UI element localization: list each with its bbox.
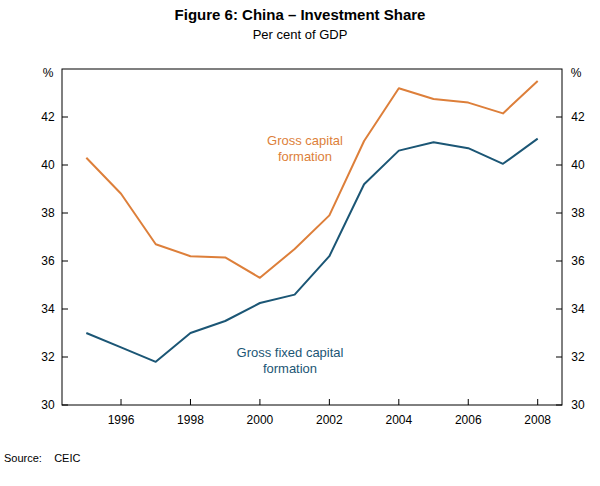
plot-frame	[62, 69, 562, 405]
y-tick-label: 38	[41, 206, 55, 220]
y-tick	[62, 309, 68, 310]
y2-axis-label: %	[571, 66, 582, 80]
series-label-line: Gross fixed capital	[237, 345, 344, 360]
y-tick-label: 32	[41, 350, 55, 364]
x-tick-label: 1996	[108, 413, 135, 427]
x-tick	[121, 399, 122, 405]
x-tick-label: 2008	[524, 413, 551, 427]
x-tick	[537, 399, 538, 405]
x-tick-label: 2006	[455, 413, 482, 427]
y-tick	[62, 165, 68, 166]
y2-tick-label: 36	[571, 254, 585, 268]
x-tick-label: 2000	[247, 413, 274, 427]
source: Source: CEIC	[4, 452, 80, 464]
y2-tick	[556, 405, 562, 406]
y-tick-label: 30	[41, 398, 55, 412]
subtitle: Per cent of GDP	[253, 27, 348, 42]
series-label-line: formation	[278, 149, 332, 164]
x-tick	[190, 399, 191, 405]
y2-tick	[556, 261, 562, 262]
y2-tick-label: 38	[571, 206, 585, 220]
series-label: Gross capitalformation	[267, 133, 343, 164]
y-tick-label: 34	[41, 302, 55, 316]
y-tick	[62, 117, 68, 118]
series-label-line: Gross capital	[267, 133, 343, 148]
y2-tick-label: 32	[571, 350, 585, 364]
y-axis-label: %	[43, 66, 54, 80]
x-tick	[468, 399, 469, 405]
y2-tick-label: 30	[571, 398, 585, 412]
chart: Figure 6: China – Investment Share Per ce…	[0, 0, 600, 486]
y-tick	[62, 213, 68, 214]
x-tick	[329, 399, 330, 405]
y2-tick-label: 42	[571, 110, 585, 124]
y-tick-label: 36	[41, 254, 55, 268]
x-tick-label: 1998	[177, 413, 204, 427]
y-tick	[62, 405, 68, 406]
title: Figure 6: China – Investment Share	[175, 6, 426, 23]
series-label: Gross fixed capitalformation	[237, 345, 344, 376]
x-tick-label: 2002	[316, 413, 343, 427]
y-tick	[62, 261, 68, 262]
x-tick	[259, 399, 260, 405]
series-label-line: formation	[263, 361, 317, 376]
y-tick-label: 40	[41, 158, 55, 172]
y2-tick-label: 40	[571, 158, 585, 172]
plot-area	[86, 81, 537, 362]
y2-tick	[556, 117, 562, 118]
y2-tick	[556, 309, 562, 310]
y2-tick	[556, 165, 562, 166]
series-line	[86, 139, 537, 362]
series-line	[86, 81, 537, 278]
y-tick-label: 42	[41, 110, 55, 124]
y2-tick	[556, 213, 562, 214]
x-tick	[398, 399, 399, 405]
y2-tick-label: 34	[571, 302, 585, 316]
y2-tick	[556, 357, 562, 358]
y-tick	[62, 357, 68, 358]
x-tick-label: 2004	[385, 413, 412, 427]
